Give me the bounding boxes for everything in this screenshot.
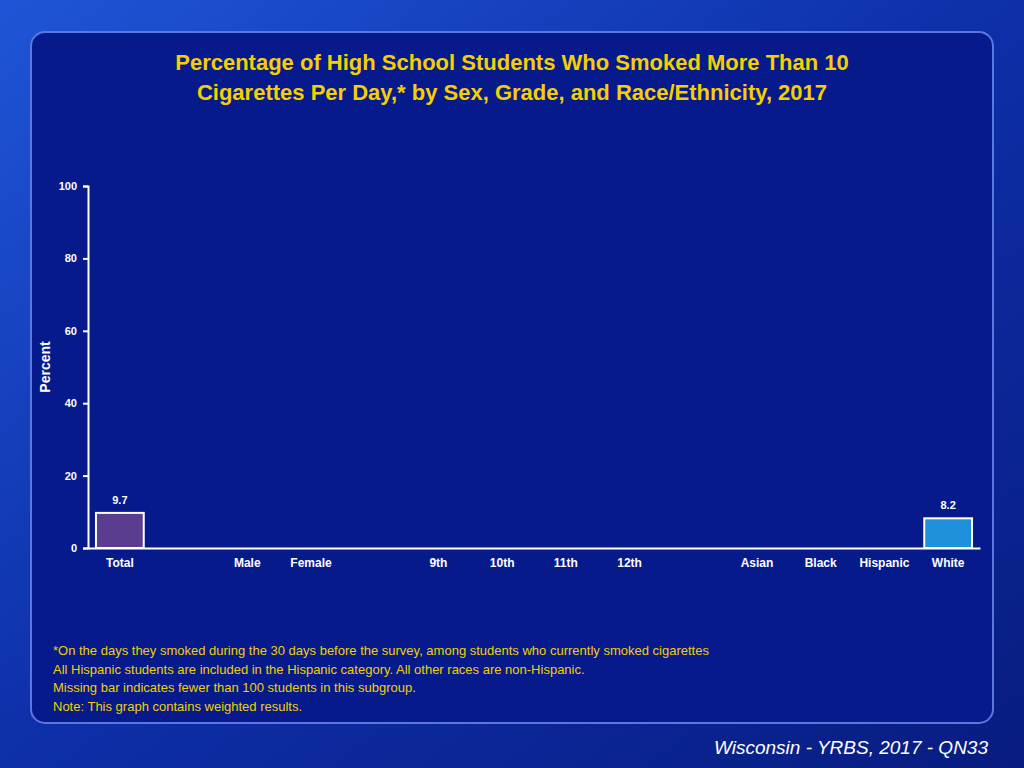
y-tick: 100 [59, 180, 88, 192]
data-label: 9.7 [112, 494, 127, 506]
y-tick: 80 [65, 252, 88, 264]
x-tick: Hispanic [859, 548, 909, 570]
title: Percentage of High School Students Who S… [175, 50, 849, 105]
x-tick: 10th [490, 548, 515, 570]
y-axis: 0 20 40 60 80 100 [59, 180, 89, 554]
x-axis: Total Male Female 9th 10th 11th 12th Asian Black… [89, 548, 981, 570]
x-tick-label: 12th [617, 556, 642, 570]
x-tick-label: White [932, 556, 965, 570]
y-tick: 60 [65, 325, 88, 337]
y-tick-label: 80 [65, 252, 77, 264]
note: All Hispanic students are included in th… [53, 662, 585, 677]
x-tick-label: Asian [741, 556, 774, 570]
y-tick-mark [83, 330, 88, 332]
x-tick: 11th [554, 548, 578, 570]
chart: Percentage of High School Students Who S… [0, 0, 1024, 768]
x-tick: Asian [741, 548, 774, 570]
bar [924, 518, 972, 548]
x-tick-label: 9th [429, 556, 447, 570]
x-tick: White [932, 548, 965, 570]
notes: *On the days they smoked during the 30 d… [53, 643, 709, 714]
x-tick-label: 10th [490, 556, 515, 570]
x-tick: 9th [429, 548, 447, 570]
y-tick-mark [83, 186, 88, 188]
y-tick-mark [83, 548, 88, 550]
x-tick: 12th [617, 548, 642, 570]
note: Missing bar indicates fewer than 100 stu… [53, 680, 416, 695]
y-tick-label: 20 [65, 470, 77, 482]
x-tick-label: 11th [554, 556, 578, 570]
y-tick-mark [83, 258, 88, 260]
y-axis-line [83, 187, 89, 549]
x-tick-label: Total [106, 556, 134, 570]
y-tick: 20 [65, 470, 88, 482]
bars [96, 513, 972, 548]
x-tick-label: Black [805, 556, 837, 570]
y-tick-label: 60 [65, 325, 77, 337]
y-tick-mark [83, 403, 88, 405]
x-axis-line [89, 548, 981, 550]
background [0, 0, 1024, 768]
note: Note: This graph contains weighted resul… [53, 699, 302, 714]
y-axis-title: Percent [37, 341, 53, 393]
bar [96, 513, 144, 548]
note: *On the days they smoked during the 30 d… [53, 643, 709, 658]
y-tick-label: 40 [65, 397, 77, 409]
y-tick: 0 [71, 542, 88, 554]
x-tick: Male [234, 548, 261, 570]
panel [31, 32, 993, 723]
x-tick: Black [805, 548, 837, 570]
data-labels: 9.7 8.2 [112, 494, 956, 511]
y-tick-label: 0 [71, 542, 77, 554]
x-tick-label: Male [234, 556, 261, 570]
x-tick-label: Hispanic [859, 556, 909, 570]
y-tick-label: 100 [59, 180, 77, 192]
x-tick: Female [290, 548, 332, 570]
y-tick: 40 [65, 397, 88, 409]
x-tick: Total [106, 548, 134, 570]
source: Wisconsin - YRBS, 2017 - QN33 [714, 737, 988, 758]
data-label: 8.2 [940, 499, 955, 511]
y-tick-mark [83, 475, 88, 477]
x-tick-label: Female [290, 556, 332, 570]
